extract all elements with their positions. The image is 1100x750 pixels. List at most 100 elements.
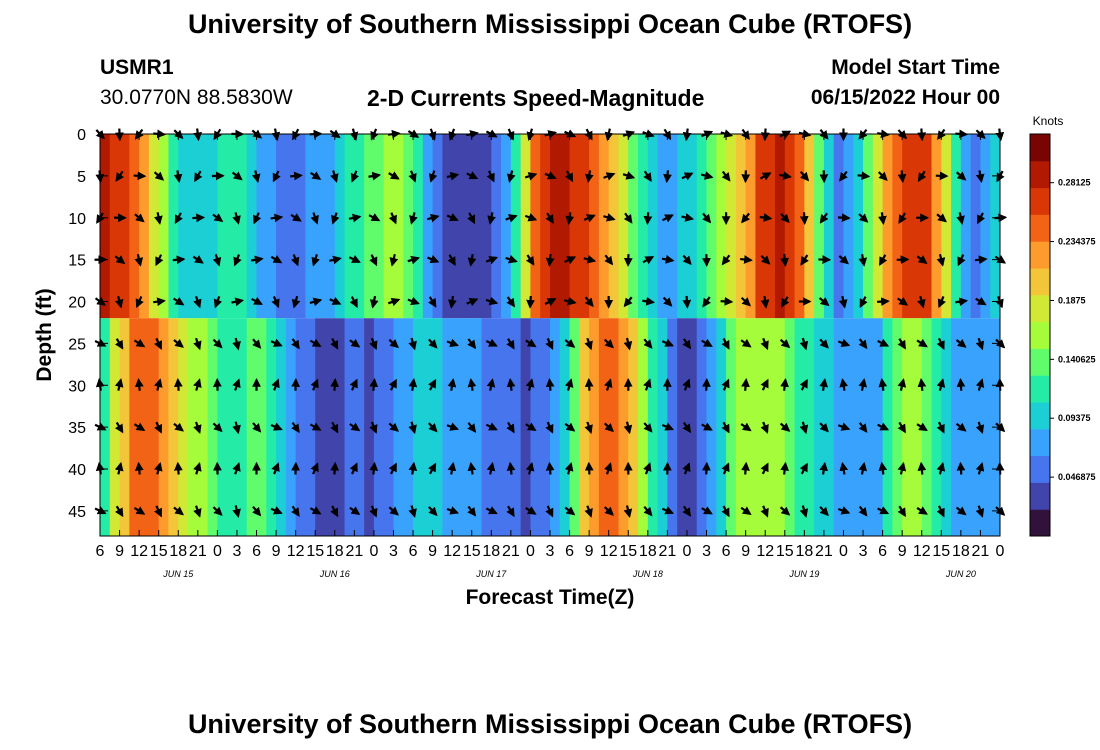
current-vector [291,505,300,517]
heatmap-cell [970,134,982,319]
current-vector [173,461,183,475]
current-vector [232,462,241,475]
current-vector [837,422,851,431]
heatmap-cell [686,318,698,536]
current-vector [467,212,476,225]
heatmap-cell [461,134,473,319]
current-vector [702,212,712,224]
speed-heatmap [100,134,1000,536]
current-vector [897,297,909,306]
heatmap-cell [628,318,639,536]
heatmap-cell [168,134,179,319]
heatmap-cell [647,134,659,319]
current-vector [193,505,202,518]
current-vector [799,421,809,435]
heatmap-cell [344,318,355,536]
current-vector [349,506,361,516]
heatmap-cell [285,318,297,536]
heatmap-cell [677,318,688,536]
current-vector [506,421,515,434]
heatmap-cell [119,318,130,536]
current-vector [584,377,594,391]
current-vector [388,338,399,349]
x-axis: 6 9 12 15 18 21 0 3 6 9 12 15 18 21 0 3 6 9 12 15 18 21 0 3 6 9 12… [96,134,1005,579]
current-vector [115,170,125,182]
current-vector [682,338,692,350]
current-vector [192,213,206,223]
heatmap-cell [158,318,170,536]
current-vector [955,297,969,307]
current-vector [252,505,262,517]
heatmap-cell [657,318,668,536]
x-tick-label: 21 [502,543,520,560]
current-vector [936,461,946,475]
heatmap-cell [853,134,864,319]
current-vector [270,338,283,347]
current-vector [975,505,985,518]
current-vector [349,296,358,308]
current-vector [545,378,555,391]
current-vector [329,255,342,265]
current-vector [819,338,829,349]
current-vector [740,506,752,516]
y-tick-label: 25 [68,336,86,353]
current-vector [506,296,516,308]
current-vector [936,505,945,518]
current-vector [661,506,675,515]
current-vector [114,461,124,475]
heatmap-cell [716,134,727,319]
current-vector [740,296,751,307]
x-axis-label: Forecast Time(Z) [466,586,635,609]
current-vector [506,378,516,391]
current-vector [760,337,769,351]
current-vector [878,212,887,225]
current-vector [975,378,985,391]
x-tick-label: 0 [369,543,378,560]
current-vector [192,255,204,264]
heatmap-cell [520,318,532,536]
current-vector [564,170,574,183]
heatmap-cell [706,134,717,319]
heatmap-cell [168,318,179,536]
y-axis-label: Depth (ft) [33,288,56,381]
current-vector [428,170,438,183]
current-vector [524,213,538,222]
current-vector [369,337,378,351]
current-vector [369,295,379,309]
current-vector [780,212,790,224]
current-vector [643,462,652,475]
current-vector [368,213,381,222]
day-label: JUN 20 [945,569,976,579]
current-vector [741,212,751,224]
current-vector [741,461,750,475]
current-vector [466,171,479,180]
x-tick-label: 15 [306,543,324,560]
current-vector [721,378,730,391]
current-vector [781,296,790,308]
y-tick-label: 20 [68,295,86,312]
current-vector [916,255,928,264]
heatmap-cell [334,134,346,319]
current-vector [837,338,851,347]
heatmap-cell [217,134,228,319]
current-vector [779,171,792,180]
colorbar-tick-label: 0.140625 [1058,354,1096,364]
current-vector [545,337,554,350]
current-vector [388,462,397,475]
heatmap-cell [266,318,277,536]
current-vector [212,422,223,433]
heatmap-cell [305,134,316,319]
current-vector [173,296,185,306]
current-vector [408,337,417,351]
current-vector [311,254,320,267]
current-vector [447,461,457,475]
current-vector [115,338,124,350]
current-vector [721,421,730,434]
heatmap-cell [960,134,972,319]
current-vector [447,378,457,391]
current-vector [270,255,283,264]
current-vector [427,254,440,264]
colorbar-tick-label: 0.09375 [1058,413,1091,423]
heatmap-cell [422,134,434,319]
current-vector [446,213,459,222]
